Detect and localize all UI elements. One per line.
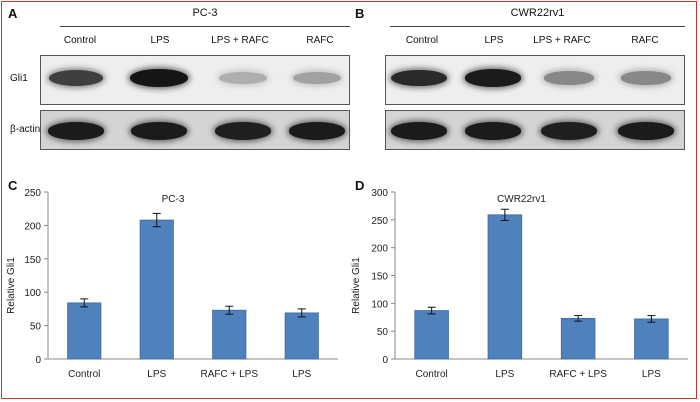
blot-band bbox=[391, 69, 447, 87]
bar bbox=[139, 219, 174, 360]
y-tick-label: 50 bbox=[30, 322, 42, 333]
blot-title-a: PC-3 bbox=[192, 7, 218, 19]
y-axis-label: Relative Gli1 bbox=[6, 257, 17, 314]
y-tick-label: 150 bbox=[371, 272, 388, 283]
row-label-gli1: Gli1 bbox=[10, 73, 28, 84]
chart-title: CWR22rv1 bbox=[497, 194, 546, 205]
lane-label: LPS + RAFC bbox=[211, 35, 269, 46]
y-tick-label: 150 bbox=[24, 255, 41, 266]
blot-band bbox=[464, 69, 522, 87]
y-tick-label: 250 bbox=[371, 216, 388, 227]
blot-band bbox=[219, 72, 267, 84]
x-tick-label: LPS bbox=[147, 369, 166, 380]
bar bbox=[487, 214, 523, 360]
blot-band bbox=[130, 69, 188, 87]
blot-band bbox=[48, 70, 104, 86]
panel-letter-d: D bbox=[355, 178, 365, 193]
y-tick-label: 50 bbox=[377, 327, 389, 338]
lane-label: Control bbox=[63, 35, 97, 46]
bar bbox=[212, 309, 247, 360]
blot-band bbox=[214, 122, 272, 140]
x-tick-label: RAFC + LPS bbox=[200, 369, 258, 380]
panel-letter-a: A bbox=[8, 6, 18, 21]
y-tick-label: 0 bbox=[382, 355, 388, 366]
blot-band bbox=[390, 122, 448, 140]
y-tick-label: 250 bbox=[24, 188, 41, 199]
bar bbox=[67, 302, 102, 360]
bar bbox=[414, 310, 449, 360]
blot-title-b: CWR22rv1 bbox=[510, 7, 565, 19]
y-tick-label: 100 bbox=[371, 299, 388, 310]
blot-band bbox=[544, 71, 594, 85]
blot-title-rule-a bbox=[60, 26, 350, 27]
y-axis-label: Relative Gli1 bbox=[351, 257, 362, 314]
blot-band bbox=[293, 71, 341, 85]
panel-letter-c: C bbox=[8, 178, 18, 193]
x-tick-label: LPS bbox=[495, 369, 514, 380]
bar-chart-pc3: 0 50 100 150 200 250 Relative Gli1 PC-3 Control L… bbox=[6, 188, 338, 380]
bar bbox=[560, 317, 596, 360]
x-tick-label: LPS bbox=[642, 369, 661, 380]
y-tick-label: 300 bbox=[371, 188, 388, 199]
lane-label: LPS bbox=[484, 35, 504, 46]
blot-band bbox=[47, 122, 105, 140]
lane-label: RAFC bbox=[631, 35, 659, 46]
panel-letter-b: B bbox=[355, 6, 365, 21]
blot-title-rule-b bbox=[390, 26, 685, 27]
row-label-beta-actin: β-actin bbox=[10, 124, 41, 135]
x-tick-label: Control bbox=[416, 369, 448, 380]
bar-chart-cwr22rv1: 0 50 100 150 200 250 300 Relative Gli1 CWR22rv1 C… bbox=[351, 188, 688, 380]
blot-strip-gli1 bbox=[40, 55, 350, 105]
x-tick-label: RAFC + LPS bbox=[549, 369, 607, 380]
blot-band bbox=[288, 122, 346, 140]
lane-label: Control bbox=[405, 35, 439, 46]
blot-band bbox=[621, 71, 671, 85]
blot-strip-beta-actin bbox=[385, 110, 685, 150]
lane-label: LPS bbox=[150, 35, 170, 46]
x-tick-label: LPS bbox=[292, 369, 311, 380]
blot-band bbox=[464, 122, 522, 140]
blot-band bbox=[617, 122, 675, 140]
y-tick-label: 0 bbox=[35, 355, 41, 366]
blot-strip-gli1 bbox=[385, 55, 685, 105]
blot-band bbox=[130, 122, 188, 140]
bar bbox=[634, 318, 669, 360]
blot-strip-beta-actin bbox=[40, 110, 350, 150]
y-tick-label: 100 bbox=[24, 288, 41, 299]
bar bbox=[284, 312, 319, 360]
lane-label: RAFC bbox=[306, 35, 334, 46]
x-tick-label: Control bbox=[68, 369, 100, 380]
blot-band bbox=[540, 122, 598, 140]
y-tick-label: 200 bbox=[371, 244, 388, 255]
lane-label: LPS + RAFC bbox=[533, 35, 591, 46]
chart-title: PC-3 bbox=[162, 194, 185, 205]
y-tick-label: 200 bbox=[24, 221, 41, 232]
